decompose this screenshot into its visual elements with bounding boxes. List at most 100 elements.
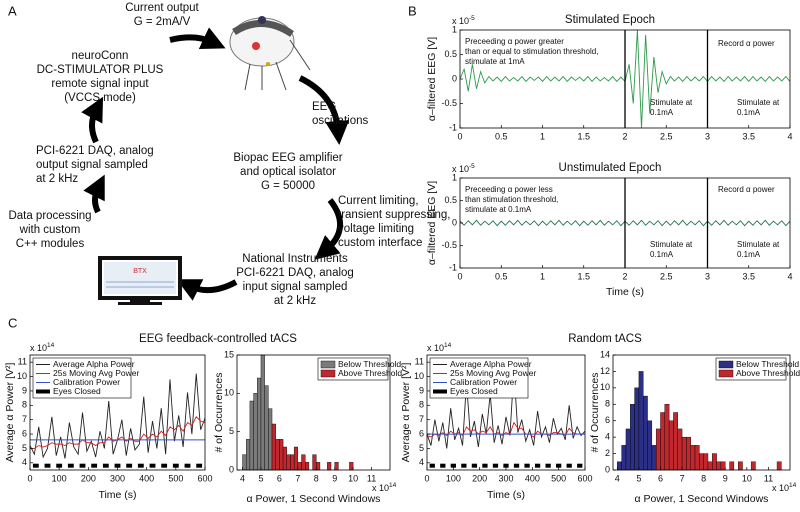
y-tick-label: 6 xyxy=(605,415,610,425)
x-tick-label: 1 xyxy=(540,131,545,141)
diagram-label: C++ modules xyxy=(16,238,85,250)
histogram-bar xyxy=(690,445,696,471)
histogram-bar xyxy=(686,436,691,471)
histogram-bar xyxy=(286,454,291,471)
y-tick-label: 6 xyxy=(419,428,424,438)
x-axis-label: Time (s) xyxy=(98,489,136,501)
exponent-base: x 10 xyxy=(452,16,469,26)
x-tick-label: 1 xyxy=(540,271,545,281)
diagram-label: at 2 kHz xyxy=(36,173,78,185)
x-tick-label: 7 xyxy=(295,473,300,483)
panel-label: A xyxy=(8,3,17,18)
y-tick-label: 0.5 xyxy=(444,195,457,205)
y-tick-label: 5 xyxy=(22,443,27,453)
y-tick-label: 4 xyxy=(605,432,610,442)
arrow xyxy=(81,96,104,144)
histogram-bar xyxy=(617,461,622,471)
x-tick-label: 5 xyxy=(636,473,641,483)
x-tick-label: 9 xyxy=(723,473,728,483)
histogram-bar xyxy=(703,453,709,471)
histogram-bar xyxy=(712,453,717,471)
y-tick-label: 8 xyxy=(605,399,610,409)
axes-frame xyxy=(236,354,391,471)
histogram-bar xyxy=(264,385,269,471)
annotation: Stimulate at xyxy=(737,240,780,249)
y-tick-label: 9 xyxy=(22,385,27,395)
histogram-bar xyxy=(737,461,743,471)
panel-label: B xyxy=(408,3,417,18)
x-tick-label: 100 xyxy=(446,473,461,483)
x-tick-label: 7 xyxy=(680,473,685,483)
histogram-bar xyxy=(694,445,700,471)
x-tick-label: 2.5 xyxy=(660,131,673,141)
y-tick-label: -0.5 xyxy=(441,240,457,250)
axis-exponent: x 10-5 xyxy=(452,15,475,27)
axis-exponent: x 1014 xyxy=(372,482,397,494)
histogram-bar xyxy=(249,400,254,471)
y-tick-label: 10 xyxy=(224,388,234,398)
histogram-bar xyxy=(625,428,631,471)
group-title: Random tACS xyxy=(568,333,642,345)
histogram-bar xyxy=(634,387,640,471)
annotation: 0.1mA xyxy=(737,108,761,117)
annotation: Preceeding α power less xyxy=(465,185,553,194)
y-tick-label: 10 xyxy=(600,382,610,392)
histogram-bar xyxy=(677,428,683,471)
histogram-bar xyxy=(660,412,666,471)
histogram-bar xyxy=(334,462,339,471)
x-tick-label: 0.5 xyxy=(495,131,508,141)
x-axis-label: α Power, 1 Second Windows xyxy=(635,493,769,505)
x-tick-label: 4 xyxy=(787,131,792,141)
annotation: Record α power xyxy=(718,39,775,48)
histogram-bar xyxy=(621,445,627,471)
histogram-bar xyxy=(297,462,302,471)
exponent-base: x 10 xyxy=(772,483,789,493)
diagram-label: Current output xyxy=(125,2,199,14)
axes-frame xyxy=(612,354,791,471)
x-tick-label: 6 xyxy=(277,473,282,483)
x-tick-label: 600 xyxy=(577,473,592,483)
y-axis-label: # of Occurrences xyxy=(213,373,225,453)
x-tick-label: 4 xyxy=(615,473,620,483)
group-title: EEG feedback-controlled tACS xyxy=(139,333,297,345)
y-axis-label: α–filtered EEG [V] xyxy=(426,181,438,265)
y-tick-label: 14 xyxy=(600,349,610,359)
histogram-bar xyxy=(707,461,713,471)
diagram-label: output signal sampled xyxy=(36,159,148,171)
histogram-bar xyxy=(716,461,722,471)
arrow xyxy=(314,198,343,260)
x-tick-label: 8 xyxy=(701,473,706,483)
diagram-label: PCI-6221 DAQ, analog xyxy=(36,145,154,157)
annotation: stimulate at 0.1mA xyxy=(465,205,532,214)
x-tick-label: 2 xyxy=(622,131,627,141)
y-tick-label: 4 xyxy=(22,457,27,467)
y-axis-label: # of Occurrences xyxy=(589,373,601,453)
y-tick-label: 10 xyxy=(17,371,27,381)
x-axis-label: α Power, 1 Second Windows xyxy=(247,493,381,505)
x-tick-label: 300 xyxy=(498,473,513,483)
y-tick-label: 9 xyxy=(419,385,424,395)
histogram-bar xyxy=(630,404,635,471)
y-tick-label: 8 xyxy=(22,400,27,410)
histogram-bar xyxy=(301,454,306,471)
legend-label: Eyes Closed xyxy=(450,386,498,396)
x-tick-label: 3.5 xyxy=(742,131,755,141)
diagram-label: custom interface xyxy=(338,237,422,249)
y-tick-label: 7 xyxy=(22,414,27,424)
arrow xyxy=(83,174,105,214)
histogram-bar xyxy=(316,462,321,471)
diagram-label: with custom xyxy=(19,224,81,236)
histogram-bar xyxy=(776,461,782,471)
legend-label: Above Threshold xyxy=(338,368,402,378)
y-tick-label: 0 xyxy=(452,217,457,227)
annotation: Stimulate at xyxy=(737,98,780,107)
y-tick-label: 0 xyxy=(605,464,610,474)
legend-swatch xyxy=(718,369,734,378)
diagram-label: Biopac EEG amplifier xyxy=(233,152,342,164)
y-tick-label: 4 xyxy=(419,457,424,467)
x-tick-label: 10 xyxy=(348,473,358,483)
annotation: Stimulate at xyxy=(650,240,693,249)
legend-swatch xyxy=(320,360,336,369)
x-tick-label: 400 xyxy=(525,473,540,483)
